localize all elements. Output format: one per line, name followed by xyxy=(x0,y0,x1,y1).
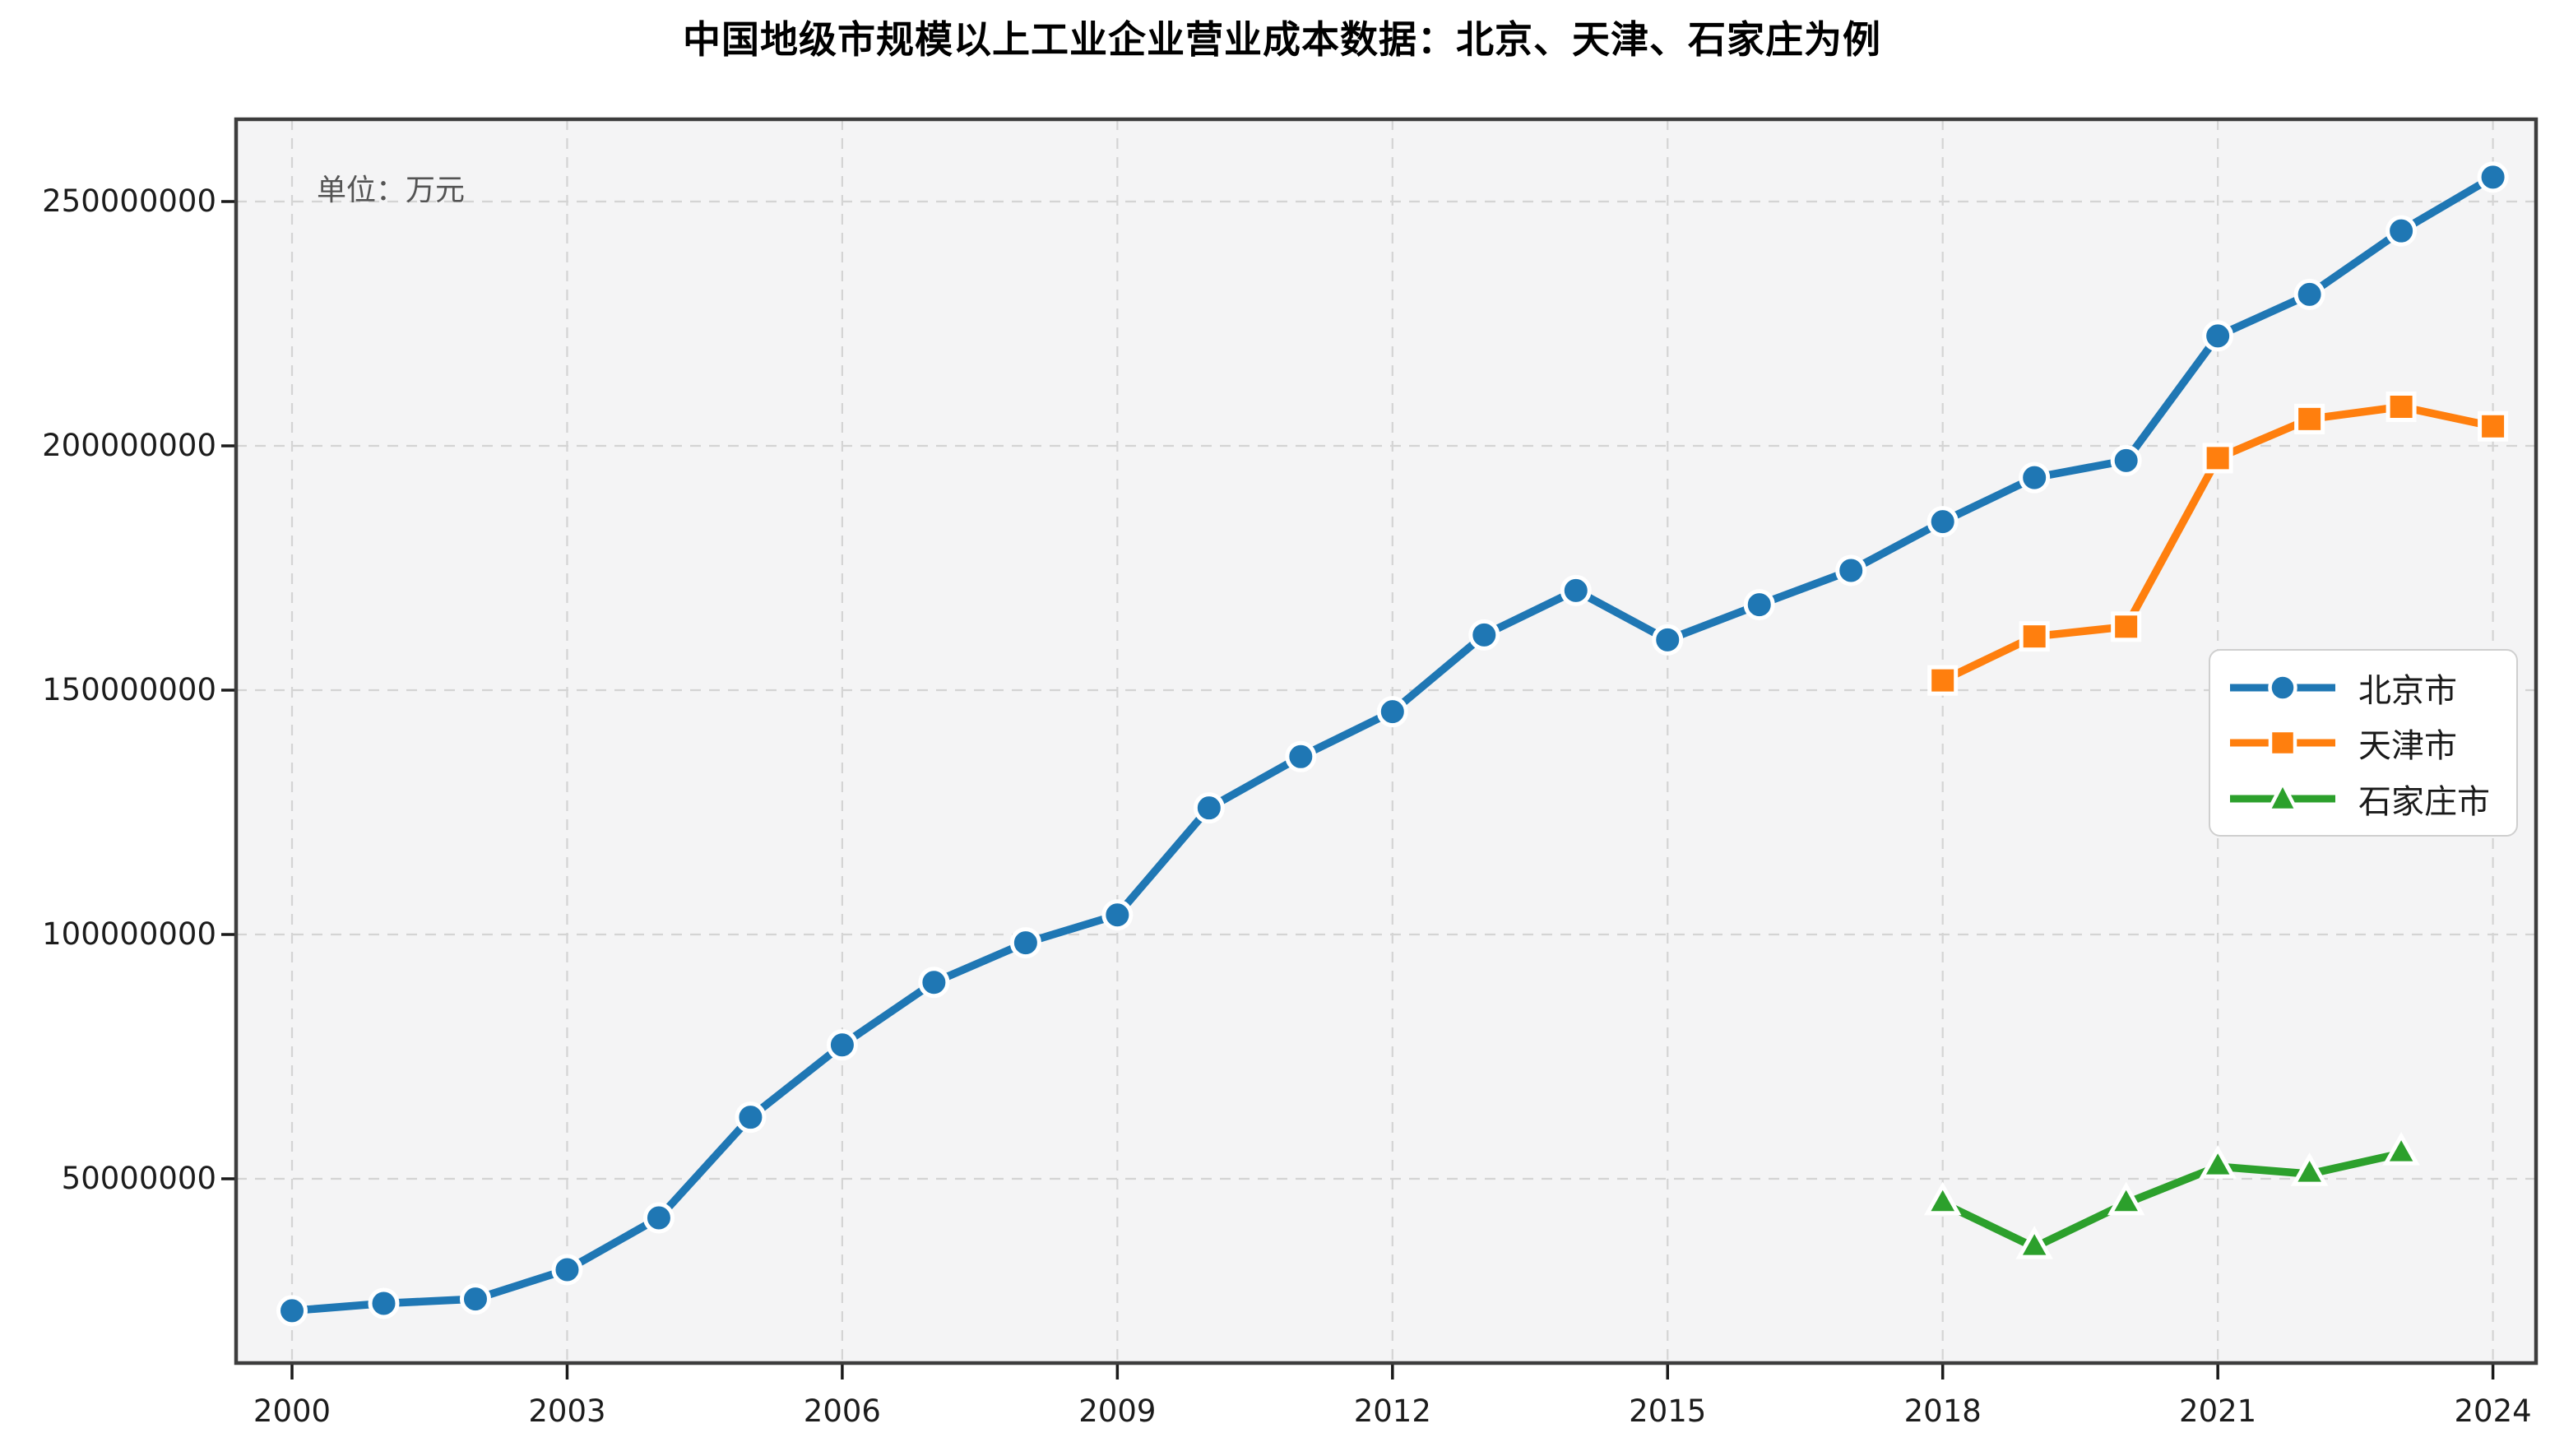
legend-circle-marker-icon xyxy=(2230,672,2335,702)
data-point-circle xyxy=(1468,619,1500,651)
data-point-circle xyxy=(1285,740,1317,772)
data-point-circle xyxy=(1560,574,1592,606)
data-point-circle xyxy=(918,967,950,999)
data-point-circle xyxy=(2477,161,2509,193)
x-axis-tick-label: 2009 xyxy=(1078,1393,1157,1429)
x-axis-tick-label: 2006 xyxy=(803,1393,881,1429)
y-axis-tick-label: 250000000 xyxy=(42,183,216,220)
data-point-triangle xyxy=(1923,1181,1962,1216)
data-point-circle xyxy=(2293,278,2325,310)
data-point-circle xyxy=(1193,792,1225,824)
data-point-square xyxy=(2294,403,2325,434)
legend-square-marker-icon xyxy=(2230,728,2335,758)
data-point-circle xyxy=(735,1101,767,1134)
legend-item-2: 石家庄市 xyxy=(2228,775,2501,823)
data-point-triangle xyxy=(2107,1181,2145,1216)
axes-spines xyxy=(234,117,2538,1366)
data-point-circle xyxy=(2019,461,2051,494)
x-axis-tick-label: 2024 xyxy=(2454,1393,2532,1429)
data-point-circle xyxy=(368,1287,400,1319)
data-point-triangle xyxy=(2382,1132,2420,1166)
y-axis-tick-label: 50000000 xyxy=(61,1161,216,1196)
data-point-circle xyxy=(276,1295,308,1327)
data-point-circle xyxy=(2385,215,2418,247)
x-axis-tick-label: 2021 xyxy=(2179,1393,2257,1429)
y-axis-tick-label: 150000000 xyxy=(42,672,216,708)
x-axis-tick-label: 2000 xyxy=(253,1393,332,1429)
data-point-square xyxy=(1927,665,1959,696)
legend-item-0: 北京市 xyxy=(2228,664,2501,712)
data-point-square xyxy=(2478,410,2509,442)
data-point-triangle xyxy=(2199,1145,2237,1179)
data-point-circle xyxy=(459,1283,491,1315)
data-point-circle xyxy=(642,1202,675,1234)
series-line-2 xyxy=(1938,1149,2405,1251)
legend-label: 北京市 xyxy=(2358,672,2457,709)
data-point-circle xyxy=(551,1254,583,1286)
x-axis-tick-label: 2003 xyxy=(528,1393,606,1429)
data-point-circle xyxy=(826,1029,858,1061)
data-point-square xyxy=(2019,621,2050,652)
chart-title: 中国地级市规模以上工业企业营业成本数据：北京、天津、石家庄为例 xyxy=(683,18,1881,61)
unit-annotation: 单位：万元 xyxy=(317,173,466,206)
plot-background xyxy=(236,119,2536,1363)
x-axis-tick-label: 2015 xyxy=(1629,1393,1707,1429)
data-point-circle xyxy=(1101,899,1134,931)
data-point-circle xyxy=(2202,320,2234,352)
x-axis-tick-label: 2018 xyxy=(1903,1393,1982,1429)
legend-label: 天津市 xyxy=(2358,728,2457,764)
data-point-circle xyxy=(1652,624,1684,656)
y-axis-tick-label: 100000000 xyxy=(42,916,216,952)
data-point-circle xyxy=(1926,506,1959,538)
data-point-circle xyxy=(1743,589,1775,621)
data-point-triangle xyxy=(2290,1152,2329,1186)
data-point-circle xyxy=(1009,927,1041,959)
legend-label: 石家庄市 xyxy=(2358,783,2490,820)
data-point-square xyxy=(2385,392,2417,423)
data-point-circle xyxy=(1835,554,1867,587)
legend-item-1: 天津市 xyxy=(2228,719,2501,767)
data-point-square xyxy=(2202,443,2233,474)
data-point-circle xyxy=(2110,444,2142,476)
data-point-triangle xyxy=(2015,1226,2053,1259)
legend-box: 北京市天津市石家庄市 xyxy=(2209,649,2518,837)
x-axis-tick-label: 2012 xyxy=(1353,1393,1431,1429)
data-point-square xyxy=(2111,611,2142,642)
legend-triangle-marker-icon xyxy=(2230,779,2335,812)
y-axis-tick-label: 200000000 xyxy=(42,428,216,464)
data-point-circle xyxy=(1376,696,1408,728)
